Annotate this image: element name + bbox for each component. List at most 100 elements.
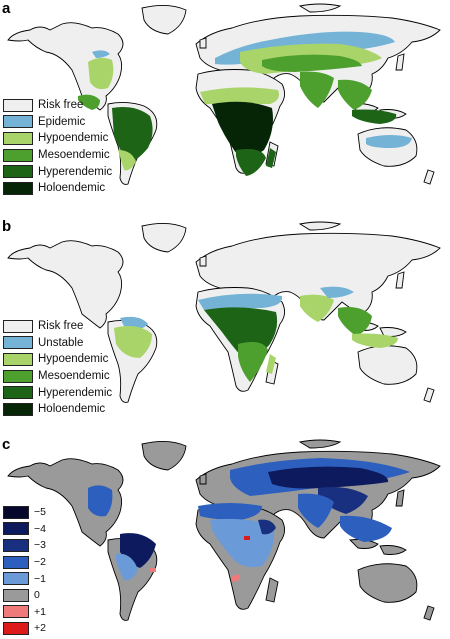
legend-item: Hypoendemic <box>3 130 112 147</box>
legend-swatch <box>3 522 29 536</box>
zone-minus3-eastafrica <box>258 519 276 535</box>
zone-hypo-samerica <box>118 150 136 171</box>
legend-swatch <box>3 386 33 400</box>
legend: Risk free Epidemic Hypoendemic Mesoendemic H… <box>3 97 112 197</box>
legend-swatch <box>3 98 33 112</box>
legend-swatch <box>3 555 29 569</box>
legend-label: Mesoendemic <box>38 370 110 383</box>
map-panel-a: a Risk free Epidemic Hypoendemic Mesoendemi… <box>0 0 450 212</box>
zone-meso-mexico <box>78 94 100 110</box>
world-map-a <box>7 3 441 185</box>
panel-letter: b <box>2 218 12 235</box>
legend-swatch <box>3 115 33 129</box>
legend-swatch <box>3 148 33 162</box>
legend-swatch <box>3 588 29 602</box>
legend-item: +1 <box>3 604 46 621</box>
legend-item: Risk free <box>3 318 112 335</box>
land-arctic-islands <box>298 439 342 449</box>
land-north-america <box>7 458 124 547</box>
legend-label: −3 <box>34 539 46 552</box>
legend-item: Hyperendemic <box>3 163 112 180</box>
zone-meso-africa-east <box>238 342 268 382</box>
endemicity-zones <box>114 286 398 382</box>
legend-label: Risk free <box>38 320 84 333</box>
legend-label: Hyperendemic <box>38 165 113 178</box>
legend-item: Mesoendemic <box>3 368 112 385</box>
zone-epidemic-australia <box>366 135 412 148</box>
legend-swatch <box>3 352 33 366</box>
zone-unstable-sahel <box>198 293 283 310</box>
legend-item: Holoendemic <box>3 401 112 418</box>
legend-label: 0 <box>34 589 40 602</box>
world-map-c <box>7 439 441 621</box>
land-madagascar <box>265 577 279 603</box>
legend-swatch <box>3 572 29 586</box>
legend-swatch <box>3 621 29 635</box>
zone-plus2-spot-a <box>244 536 250 540</box>
map-panel-b: b Risk free Unstable Hypoendemic Mesoendemi… <box>0 218 450 430</box>
zone-minus1-africa <box>210 518 275 568</box>
legend-label: −2 <box>34 556 46 569</box>
land-japan <box>395 271 405 289</box>
land-australia <box>357 345 418 385</box>
legend-item: +2 <box>3 620 46 637</box>
zone-meso-seasia <box>338 79 372 110</box>
legend-swatch <box>3 319 33 333</box>
zone-epidemic-namerica <box>92 50 110 58</box>
zone-hypo-madagascar <box>266 354 276 374</box>
legend-swatch <box>3 538 29 552</box>
legend-label: −5 <box>34 506 46 519</box>
legend-label: −4 <box>34 522 46 535</box>
zone-minus2-namerica <box>88 485 113 517</box>
land-greenland <box>141 5 187 35</box>
panel-letter: c <box>2 436 11 453</box>
land-greenland <box>141 223 187 253</box>
land-japan <box>395 53 405 71</box>
zone-hypo-namerica <box>88 57 114 90</box>
zone-hypo-india <box>300 294 334 322</box>
zone-unstable-china <box>320 286 354 298</box>
land-uk <box>199 37 207 49</box>
land-arctic-islands <box>298 3 342 13</box>
zone-holo-africa <box>212 101 273 159</box>
legend-swatch <box>3 165 33 179</box>
legend-label: Unstable <box>38 336 84 349</box>
zone-meso-eurasia <box>262 54 362 72</box>
land-arctic-islands <box>298 221 342 231</box>
zone-minus1-samerica <box>116 553 138 581</box>
zone-hyper-africa <box>236 149 266 176</box>
map-panel-c: c −5 −4 −3 −2 −1 0 +1 +2 <box>0 436 450 639</box>
legend-swatch <box>3 181 33 195</box>
zone-plus1-spot-c <box>150 568 156 572</box>
legend-label: Hypoendemic <box>38 132 109 145</box>
legend-item: Unstable <box>3 335 112 352</box>
land-japan <box>395 489 405 507</box>
zone-minus4-eurasia <box>268 466 389 489</box>
zone-hyper-samerica <box>112 107 153 164</box>
legend-label: Hyperendemic <box>38 386 113 399</box>
change-zones <box>88 458 410 582</box>
legend-item: Hypoendemic <box>3 351 112 368</box>
land-uk <box>199 473 207 485</box>
legend-item: −1 <box>3 570 46 587</box>
zone-hypo-sahel <box>200 87 279 104</box>
legend-swatch <box>3 336 33 350</box>
legend-label: Risk free <box>38 99 84 112</box>
zone-hypo-indonesia <box>352 333 398 348</box>
legend-item: Hyperendemic <box>3 384 112 401</box>
legend-label: Holoendemic <box>38 403 106 416</box>
legend-label: −1 <box>34 572 46 585</box>
land-indonesia <box>349 539 407 555</box>
legend-label: Mesoendemic <box>38 149 110 162</box>
zone-minus2-seasia <box>340 515 392 542</box>
legend: Risk free Unstable Hypoendemic Mesoendemic H… <box>3 318 112 418</box>
zone-hyper-indonesia <box>352 109 397 124</box>
zone-minus2-africa <box>198 503 262 520</box>
legend-swatch <box>3 402 33 416</box>
zone-hypo-samerica <box>114 326 152 358</box>
zone-plus1-spot-b <box>232 574 240 582</box>
land-greenland <box>141 441 187 471</box>
legend-item: −5 <box>3 504 46 521</box>
land-new-zealand <box>423 605 435 621</box>
land-uk <box>199 255 207 267</box>
